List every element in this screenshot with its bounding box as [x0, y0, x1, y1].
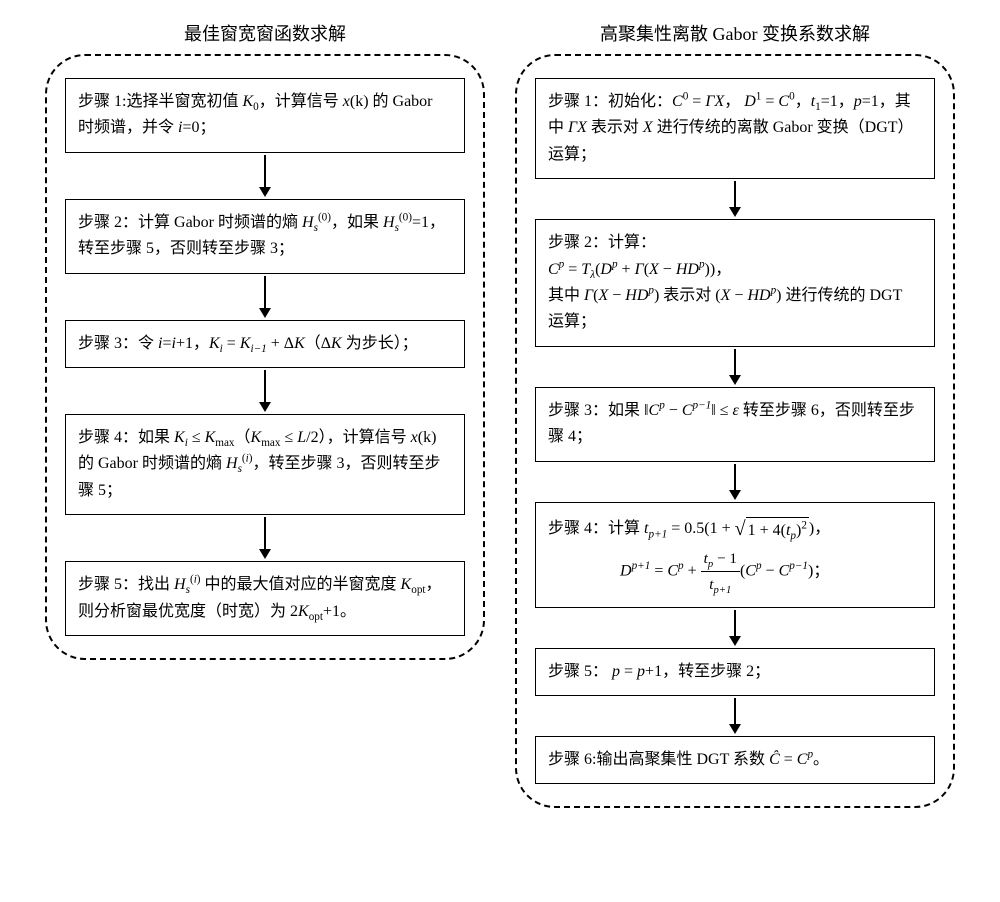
left-step-2: 步骤 2：计算 Gabor 时频谱的熵 Hs(0)，如果 Hs(0)=1，转至步…: [65, 199, 465, 274]
arrow-icon: [535, 464, 935, 500]
right-step-2: 步骤 2：计算： Cp = Tλ(Dp + Γ(X − HDp))， 其中 Γ(…: [535, 219, 935, 347]
arrow-icon: [535, 349, 935, 385]
flowchart-container: 最佳窗宽窗函数求解 步骤 1:选择半窗宽初值 K0，计算信号 x(k) 的 Ga…: [20, 20, 980, 808]
arrow-icon: [65, 276, 465, 318]
left-step-4: 步骤 4：如果 Ki ≤ Kmax（Kmax ≤ L/2），计算信号 x(k) …: [65, 414, 465, 515]
arrow-icon: [65, 517, 465, 559]
arrow-icon: [65, 370, 465, 412]
left-step-1: 步骤 1:选择半窗宽初值 K0，计算信号 x(k) 的 Gabor 时频谱，并令…: [65, 78, 465, 153]
left-title: 最佳窗宽窗函数求解: [45, 20, 485, 46]
left-step-3: 步骤 3：令 i=i+1，Ki = Ki−1 + ΔK（ΔK 为步长）；: [65, 320, 465, 368]
arrow-icon: [535, 610, 935, 646]
right-step-3: 步骤 3：如果 ‖Cp − Cp−1‖ ≤ ε 转至步骤 6，否则转至步骤 4；: [535, 387, 935, 462]
left-column: 最佳窗宽窗函数求解 步骤 1:选择半窗宽初值 K0，计算信号 x(k) 的 Ga…: [45, 20, 485, 808]
left-dashed-wrap: 步骤 1:选择半窗宽初值 K0，计算信号 x(k) 的 Gabor 时频谱，并令…: [45, 54, 485, 660]
arrow-icon: [535, 181, 935, 217]
right-step-5: 步骤 5： p = p+1，转至步骤 2；: [535, 648, 935, 696]
right-dashed-wrap: 步骤 1：初始化：C0 = ΓX， D1 = C0，t1=1，p=1，其中 ΓX…: [515, 54, 955, 808]
right-step-6: 步骤 6:输出高聚集性 DGT 系数 Ĉ = Cp。: [535, 736, 935, 784]
right-step-1: 步骤 1：初始化：C0 = ΓX， D1 = C0，t1=1，p=1，其中 ΓX…: [535, 78, 935, 179]
right-title: 高聚集性离散 Gabor 变换系数求解: [515, 20, 955, 46]
right-step-4: 步骤 4：计算 tp+1 = 0.5(1 + √1 + 4(tp)2)， Dp+…: [535, 502, 935, 608]
arrow-icon: [535, 698, 935, 734]
arrow-icon: [65, 155, 465, 197]
left-step-5: 步骤 5：找出 Hs(i) 中的最大值对应的半窗宽度 Kopt，则分析窗最优宽度…: [65, 561, 465, 636]
right-column: 高聚集性离散 Gabor 变换系数求解 步骤 1：初始化：C0 = ΓX， D1…: [515, 20, 955, 808]
